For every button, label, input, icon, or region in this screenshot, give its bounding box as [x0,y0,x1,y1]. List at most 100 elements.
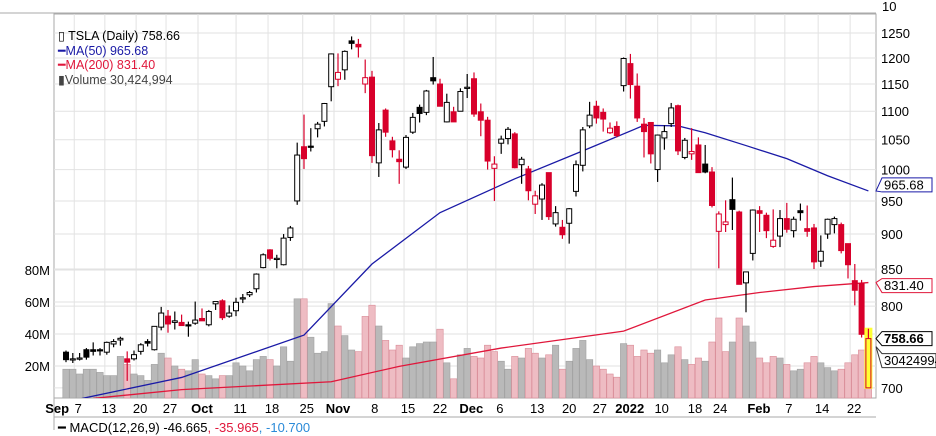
volume-bar [633,356,641,399]
candle [205,309,212,327]
candle [518,156,525,184]
volume-bar [722,351,730,399]
candle-body [491,163,498,169]
candle [783,202,790,233]
candle [681,137,688,160]
volume-bar [790,370,798,399]
volume-tick-label: 60M [25,295,50,310]
x-tick-label: 18 [688,401,702,416]
candle-body [226,312,233,317]
x-tick-label: 24 [713,401,727,416]
volume-tick-label: 40M [25,327,50,342]
candle [661,125,668,150]
candle [171,311,178,330]
candle [430,56,437,85]
candle-body [430,77,437,82]
candle-body [790,218,797,232]
candle-body [443,101,450,123]
volume-bar [252,359,260,399]
legend-ma200: ━MA(200) 831.40 [58,58,156,72]
ma50-value-tag-text: 965.68 [884,177,924,192]
candle-body [722,221,729,226]
candle [471,72,477,117]
candle [811,223,817,270]
x-tick-label: Sep [45,401,69,416]
candle [505,127,511,145]
candle-body [783,218,790,230]
candle-body [423,90,430,113]
candle-body [355,43,362,48]
volume-bar [640,349,648,399]
candle [233,297,239,317]
volume-bar [538,357,546,399]
candle-body [83,349,90,358]
candle [749,209,756,261]
candle-body [165,315,171,325]
last-price-tag-text: 758.66 [884,331,924,346]
candle-body [171,320,178,323]
candle [165,309,171,333]
volume-bar [89,368,97,399]
candle-body [749,209,756,254]
ma200-value-tag-shape [875,278,933,294]
volume-bar [620,343,628,399]
candle [702,144,709,174]
volume-bar [144,380,152,399]
volume-bar [286,360,294,399]
price-tick-label: 1250 [881,26,910,41]
candle-body [205,311,212,326]
volume-bar [552,344,560,399]
candle [559,219,566,239]
candle [212,301,219,310]
candle [654,134,661,182]
volume-bar [490,351,498,399]
candle-body [477,111,484,121]
volume-bar [388,349,396,399]
candle [845,243,851,279]
candle [777,210,783,248]
volume-bar [810,356,818,399]
volume-bar [368,304,376,399]
candle-body [661,131,668,139]
price-tick-label: 900 [881,227,903,242]
volume-bar [116,356,124,399]
candle-body [137,344,144,352]
candle-body [613,125,620,137]
macd-legend: ━ MACD(12,26,9) -46.665, -35.965, -10.70… [58,420,311,435]
volume-bar [824,367,832,399]
volume-bar [184,370,192,399]
candle [246,291,253,298]
legend-ma50: ━MA(50) 965.68 [58,43,149,58]
candle [76,353,83,361]
candle [457,88,464,112]
volume-bar [198,373,206,399]
ma200-value-tag-text: 831.40 [884,278,924,293]
volume-bar [830,370,838,399]
candle-body [287,227,294,238]
candle [83,348,90,360]
x-tick-label: 27 [163,401,177,416]
candle-body [219,300,226,319]
price-tick-label: 1050 [881,133,910,148]
volume-bar [191,359,199,399]
volume-bar [688,364,696,399]
candle [321,102,328,127]
candle-body [389,140,396,151]
candle [103,341,110,355]
candle-body [559,226,566,236]
candle [69,353,76,364]
candle-body [498,138,505,144]
candle-body [246,292,253,296]
candle [477,103,484,137]
price-tick-label: 850 [881,262,903,277]
candle [532,190,539,214]
chart-legend: ▯ TSLA (Daily) 758.66 ━MA(50) 965.68 ━MA… [58,29,180,87]
volume-bar [429,341,437,399]
candle [151,325,158,351]
volume-bar [443,362,451,399]
price-tick-label: 1150 [881,77,909,92]
legend-symbol: ▯ TSLA (Daily) 758.66 [58,29,180,43]
volume-bar [674,346,682,399]
volume-bar [762,362,770,399]
candle [314,121,321,138]
